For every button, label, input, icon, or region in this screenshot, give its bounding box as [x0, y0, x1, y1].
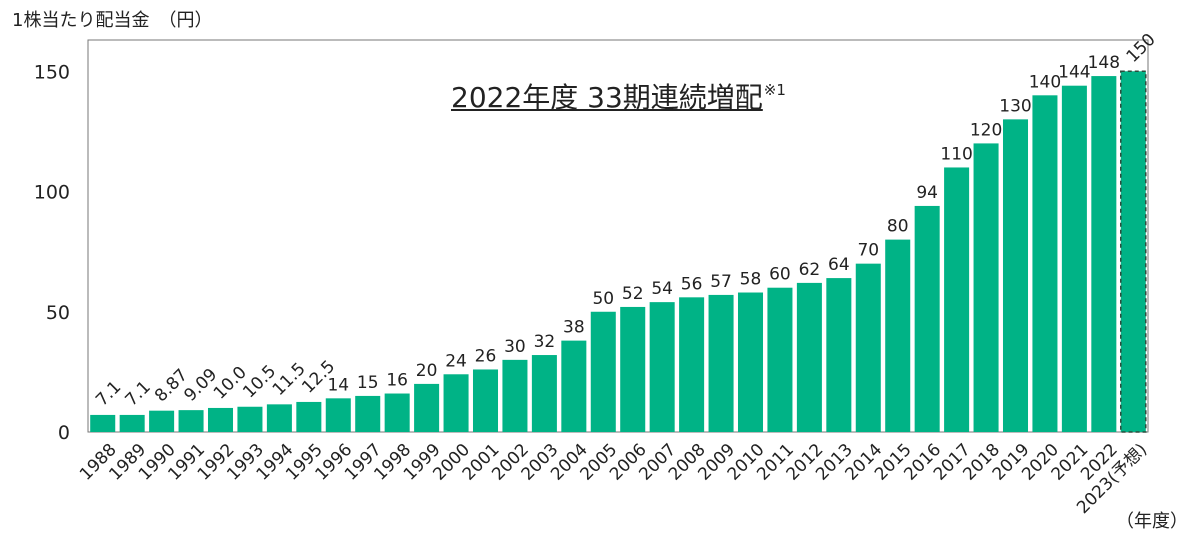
y-tick-label: 150 — [34, 61, 70, 83]
value-label: 58 — [740, 270, 762, 290]
bar — [414, 383, 440, 432]
value-label: 20 — [416, 361, 438, 381]
bar — [178, 410, 204, 432]
y-tick-label: 100 — [34, 182, 70, 204]
y-tick-label: 50 — [46, 302, 70, 324]
value-label: 26 — [475, 346, 497, 366]
bar — [914, 205, 940, 432]
value-label: 148 — [1088, 53, 1120, 73]
bar — [826, 278, 852, 432]
x-axis-ticks: 1988198919901991199219931994199519961997… — [76, 440, 1151, 518]
plot-border — [87, 39, 1149, 433]
value-label: 7.1 — [122, 377, 155, 410]
value-label: 70 — [857, 241, 879, 261]
value-label: 110 — [940, 144, 972, 164]
bar — [119, 414, 145, 432]
bar — [1032, 95, 1058, 433]
value-label: 144 — [1058, 63, 1090, 83]
value-label: 16 — [386, 371, 408, 391]
value-label: 38 — [563, 318, 585, 338]
value-label: 60 — [769, 265, 791, 285]
bar — [590, 311, 616, 432]
bar — [679, 297, 705, 432]
bar — [796, 282, 822, 432]
bar — [944, 167, 970, 432]
bar — [531, 355, 557, 432]
value-label: 120 — [970, 120, 1002, 140]
value-label: 32 — [534, 332, 556, 352]
value-label: 57 — [710, 272, 732, 292]
bar — [237, 406, 263, 432]
bars — [90, 70, 1147, 433]
value-label: 14 — [327, 375, 349, 395]
y-axis-unit-label: 1株当たり配当金 （円） — [12, 10, 213, 31]
y-tick-label: 0 — [58, 422, 70, 444]
value-label: 130 — [999, 96, 1031, 116]
bar — [973, 143, 999, 432]
bar — [855, 263, 881, 432]
bar — [767, 287, 793, 432]
bar — [649, 302, 675, 432]
value-label: 52 — [622, 284, 644, 304]
bar — [620, 306, 646, 432]
y-axis-ticks: 0 50 100 150 — [34, 61, 70, 444]
bar — [1091, 76, 1117, 433]
bar — [1002, 119, 1029, 432]
value-label: 50 — [592, 289, 614, 309]
value-label: 64 — [828, 255, 850, 275]
headline-text: 2022年度 33期連続増配 — [451, 81, 763, 114]
bar — [443, 374, 469, 432]
value-label: 54 — [651, 279, 673, 299]
chart-headline: 2022年度 33期連続増配※1 — [451, 76, 786, 116]
bar — [149, 410, 175, 432]
bar — [266, 404, 292, 432]
value-label: 15 — [357, 373, 379, 393]
headline-footnote-mark: ※1 — [763, 81, 786, 99]
bar — [737, 292, 764, 432]
bar — [207, 407, 234, 432]
bar — [355, 395, 381, 432]
bar — [472, 369, 499, 432]
plot-area — [87, 39, 1149, 433]
value-label: 30 — [504, 337, 526, 357]
bar — [561, 340, 587, 432]
value-label: 80 — [887, 217, 909, 237]
x-axis-unit-label: （年度） — [1116, 511, 1188, 532]
value-label: 24 — [445, 351, 467, 371]
bar — [885, 239, 911, 432]
bar-forecast — [1120, 70, 1147, 433]
value-label: 7.1 — [92, 377, 125, 410]
bar — [708, 294, 734, 432]
bar — [384, 393, 410, 432]
bar — [1061, 85, 1087, 433]
value-label: 150 — [1123, 30, 1160, 67]
bar — [296, 401, 322, 432]
value-label: 140 — [1029, 72, 1061, 92]
value-label: 62 — [799, 260, 821, 280]
value-label: 94 — [916, 183, 938, 203]
value-label: 56 — [681, 274, 703, 294]
bar — [90, 414, 116, 432]
bar — [325, 398, 351, 432]
bar — [502, 359, 528, 432]
